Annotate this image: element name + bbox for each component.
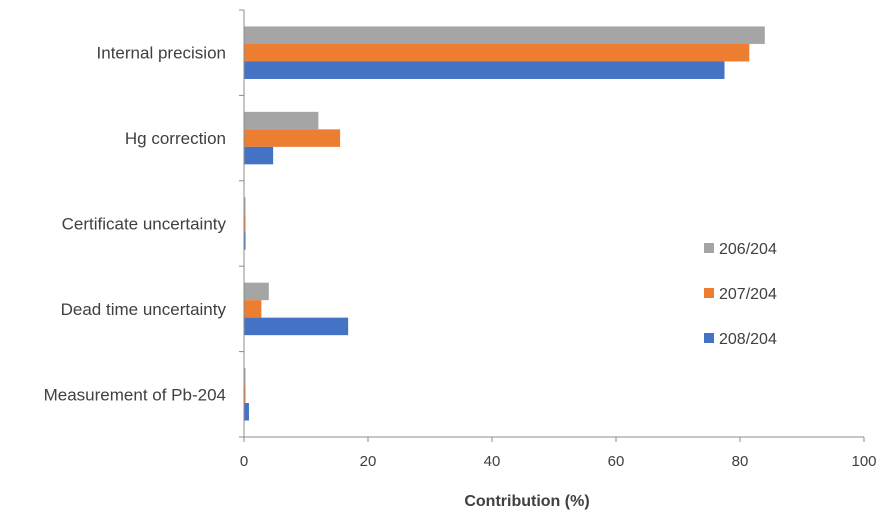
x-tick-label: 100	[851, 453, 876, 470]
legend: 206/204 207/204 208/204	[704, 241, 777, 348]
bar-206-204	[244, 282, 269, 301]
category-label: Certificate uncertainty	[62, 215, 227, 234]
legend-label: 207/204	[719, 286, 777, 303]
x-tick-label: 40	[484, 453, 501, 470]
category-ticks	[239, 9, 244, 438]
x-tick-labels: 0 20 40 60 80 100	[240, 453, 877, 470]
x-axis-title: Contribution (%)	[464, 493, 589, 510]
bar-207-204	[244, 43, 750, 62]
x-axis-ticks	[243, 437, 865, 442]
bar-208-204	[244, 317, 349, 336]
bar-206-204	[244, 111, 319, 130]
bar-206-204	[244, 26, 765, 44]
bar-206-204	[244, 197, 246, 215]
legend-swatch	[704, 243, 714, 253]
bars-group	[244, 26, 765, 421]
bar-207-204	[244, 129, 341, 147]
bar-208-204	[244, 403, 249, 421]
x-tick-label: 60	[608, 453, 625, 470]
legend-swatch	[704, 333, 714, 343]
legend-label: 208/204	[719, 331, 777, 348]
category-label: Dead time uncertainty	[61, 300, 227, 319]
category-labels: Internal precision Hg correction Certifica…	[44, 44, 227, 405]
category-label: Hg correction	[125, 129, 226, 148]
legend-swatch	[704, 288, 714, 298]
bar-208-204	[244, 61, 725, 79]
bar-208-204	[244, 146, 274, 165]
bar-206-204	[244, 368, 246, 386]
bar-208-204	[244, 232, 246, 250]
category-label: Measurement of Pb-204	[44, 385, 226, 404]
x-tick-label: 20	[360, 453, 377, 470]
bar-207-204	[244, 214, 246, 233]
x-tick-label: 0	[240, 453, 248, 470]
bar-207-204	[244, 385, 246, 404]
category-label: Internal precision	[97, 44, 226, 63]
x-tick-label: 80	[732, 453, 749, 470]
bar-207-204	[244, 300, 262, 318]
legend-label: 206/204	[719, 241, 777, 258]
